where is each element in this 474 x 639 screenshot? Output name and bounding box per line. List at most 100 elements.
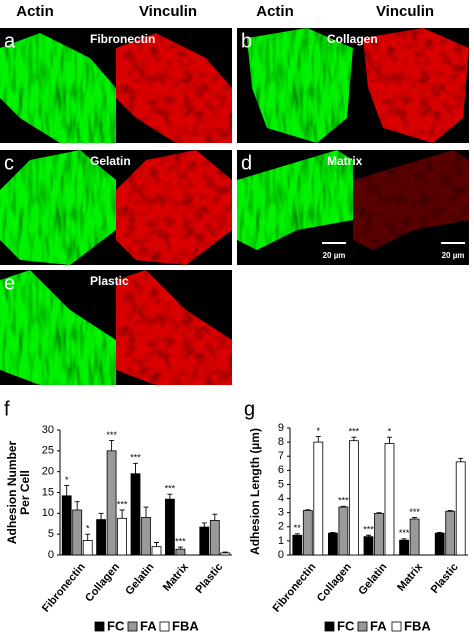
micrograph-panel: e Plastic bbox=[0, 270, 232, 385]
legend-swatch bbox=[324, 621, 335, 632]
error-bar bbox=[340, 505, 346, 508]
bar bbox=[72, 509, 83, 556]
bar bbox=[175, 548, 186, 556]
micrograph-panel: b Collagen bbox=[237, 28, 469, 143]
x-tick-label: Fibronectin bbox=[40, 561, 88, 615]
vinculin-stain bbox=[363, 28, 469, 143]
error-bar bbox=[201, 522, 207, 528]
y-tick-label: 1 bbox=[278, 535, 284, 547]
error-bar bbox=[437, 531, 443, 534]
bar bbox=[292, 534, 303, 556]
vinculin-half bbox=[116, 270, 232, 385]
vinculin-stain bbox=[353, 150, 469, 250]
bar bbox=[409, 518, 420, 556]
legend-label: FC bbox=[107, 618, 125, 633]
bar bbox=[348, 440, 359, 556]
micrograph-panel: a Fibronectin bbox=[0, 28, 232, 143]
column-header: Vinculin bbox=[139, 3, 197, 20]
significance-marker: *** bbox=[363, 525, 374, 535]
bar bbox=[455, 461, 466, 556]
vinculin-half bbox=[116, 150, 232, 265]
error-bar bbox=[447, 510, 453, 512]
error-bar bbox=[74, 501, 80, 510]
bar bbox=[96, 519, 106, 556]
error-bar bbox=[351, 436, 357, 441]
panel-letter: b bbox=[241, 30, 252, 52]
significance-marker: * bbox=[86, 524, 90, 534]
actin-stain bbox=[0, 270, 116, 385]
condition-label: Fibronectin bbox=[90, 32, 155, 46]
y-axis-label: Adhesion Length (µm) bbox=[248, 428, 262, 555]
error-bar bbox=[376, 512, 382, 514]
panel-letter: c bbox=[4, 152, 14, 174]
error-bar bbox=[154, 542, 159, 547]
vinculin-half bbox=[116, 33, 232, 143]
significance-marker: ** bbox=[294, 523, 302, 533]
legend-swatch bbox=[127, 621, 138, 632]
actin-stain bbox=[237, 150, 353, 250]
vinculin-stain bbox=[116, 33, 232, 143]
error-bar bbox=[212, 513, 218, 521]
bar bbox=[384, 443, 395, 556]
y-tick-label: 15 bbox=[42, 486, 54, 498]
bar bbox=[399, 539, 410, 556]
significance-marker: *** bbox=[399, 528, 410, 538]
bar bbox=[82, 540, 93, 556]
bar bbox=[164, 498, 175, 556]
bar bbox=[106, 450, 117, 556]
legend-label: FA bbox=[140, 618, 157, 633]
error-bar bbox=[315, 436, 321, 443]
column-header: Actin bbox=[16, 3, 54, 20]
y-tick-label: 0 bbox=[48, 549, 54, 561]
panel-letter: f bbox=[4, 398, 10, 420]
error-bar bbox=[330, 531, 336, 534]
error-bar bbox=[458, 457, 464, 462]
significance-marker: *** bbox=[165, 484, 176, 494]
error-bar bbox=[177, 546, 183, 550]
scale-bar-label: 20 µm bbox=[323, 251, 346, 260]
condition-label: Gelatin bbox=[90, 154, 131, 168]
panel-letter: a bbox=[4, 30, 16, 52]
y-tick-label: 6 bbox=[278, 464, 284, 476]
error-bar bbox=[167, 493, 173, 500]
actin-stain bbox=[247, 28, 353, 143]
error-bar bbox=[387, 436, 392, 444]
bar bbox=[199, 526, 210, 556]
significance-marker: *** bbox=[409, 507, 420, 517]
condition-label: Plastic bbox=[90, 274, 129, 288]
y-tick-label: 5 bbox=[48, 528, 54, 540]
bar bbox=[327, 532, 338, 556]
bar bbox=[117, 517, 127, 556]
error-bar bbox=[401, 538, 407, 541]
legend-swatch bbox=[159, 621, 170, 632]
y-tick-label: 30 bbox=[42, 424, 54, 436]
vinculin-half bbox=[363, 28, 469, 143]
column-header: Vinculin bbox=[376, 3, 434, 20]
panel-letter: e bbox=[4, 272, 15, 294]
y-tick-label: 4 bbox=[278, 492, 284, 504]
error-bar bbox=[305, 509, 311, 511]
column-header: Actin bbox=[256, 3, 294, 20]
x-tick-label: Fibronectin bbox=[271, 561, 319, 615]
bar bbox=[434, 532, 445, 556]
legend-swatch bbox=[391, 621, 402, 632]
vinculin-stain bbox=[116, 150, 232, 265]
actin-stain bbox=[0, 33, 116, 143]
legend-label: FC bbox=[337, 618, 355, 633]
legend-label: FA bbox=[370, 618, 387, 633]
error-bar bbox=[98, 512, 104, 520]
micrograph-panel: d Matrix 20 µm 20 µm bbox=[237, 150, 469, 265]
bar bbox=[445, 510, 456, 556]
error-bar bbox=[109, 439, 115, 451]
bar bbox=[338, 506, 349, 556]
actin-stain bbox=[0, 150, 116, 265]
error-bar bbox=[222, 551, 228, 553]
bar bbox=[363, 536, 374, 556]
panel-letter: g bbox=[244, 398, 255, 420]
bar bbox=[151, 546, 162, 556]
y-tick-label: 0 bbox=[278, 549, 284, 561]
bar bbox=[313, 441, 324, 556]
significance-marker: *** bbox=[338, 496, 349, 506]
y-tick-label: 20 bbox=[42, 466, 54, 478]
